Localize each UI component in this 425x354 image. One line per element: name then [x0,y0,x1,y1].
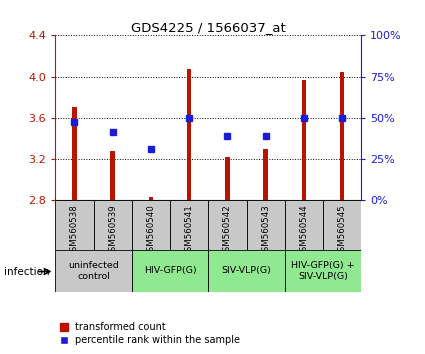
Bar [55,200,94,250]
Bar [285,250,361,292]
Text: uninfected
control: uninfected control [68,261,119,281]
Bar [264,149,268,200]
Title: GDS4225 / 1566037_at: GDS4225 / 1566037_at [131,21,286,34]
Bar [132,250,208,292]
Text: GSM560541: GSM560541 [184,204,194,257]
Bar [149,197,153,200]
Text: HIV-GFP(G) +
SIV-VLP(G): HIV-GFP(G) + SIV-VLP(G) [291,261,355,281]
Text: GSM560543: GSM560543 [261,204,270,257]
Bar [132,200,170,250]
Bar [225,157,230,200]
Bar [187,69,191,200]
Text: SIV-VLP(G): SIV-VLP(G) [221,266,272,275]
Bar [94,200,132,250]
Bar [302,80,306,200]
Bar [208,200,246,250]
Bar [55,250,132,292]
Text: HIV-GFP(G): HIV-GFP(G) [144,266,196,275]
Text: GSM560542: GSM560542 [223,204,232,257]
Text: GSM560544: GSM560544 [299,204,309,257]
Text: GSM560539: GSM560539 [108,204,117,257]
Text: GSM560538: GSM560538 [70,204,79,257]
Bar [110,151,115,200]
Text: GSM560540: GSM560540 [146,204,156,257]
Bar [323,200,361,250]
Bar [170,200,208,250]
Bar [72,107,76,200]
Text: infection: infection [4,267,50,276]
Bar [246,200,285,250]
Text: GSM560545: GSM560545 [337,204,347,257]
Bar [340,73,344,200]
Bar [285,200,323,250]
Legend: transformed count, percentile rank within the sample: transformed count, percentile rank withi… [56,319,244,349]
Bar [208,250,285,292]
